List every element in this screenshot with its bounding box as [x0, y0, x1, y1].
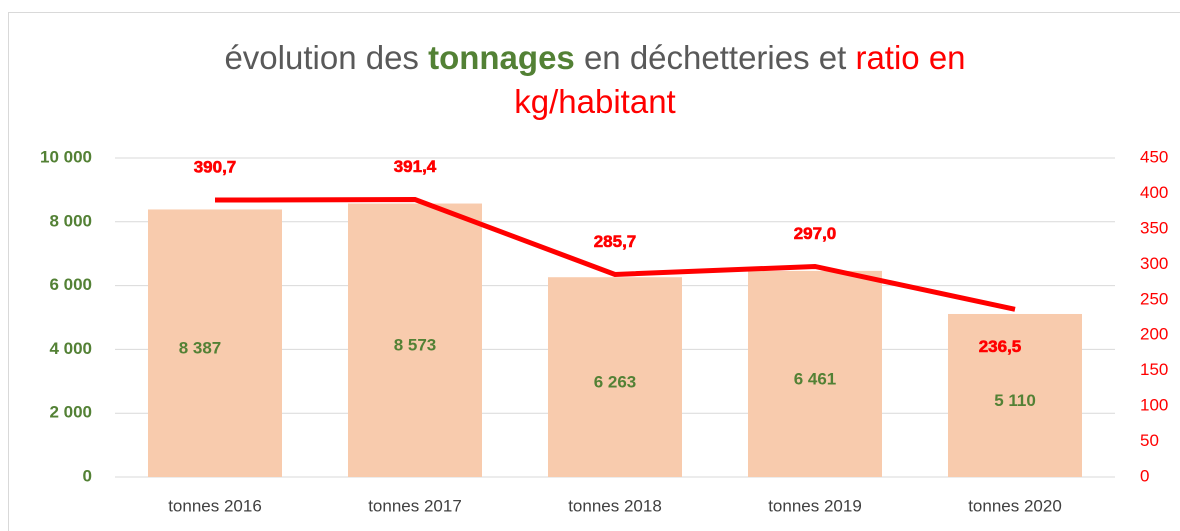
x-tick-label: tonnes 2018	[568, 496, 662, 515]
line-value-label: 236,5	[979, 337, 1022, 356]
y-tick-label: 8 000	[49, 211, 92, 230]
y2-tick-label: 200	[1140, 325, 1168, 344]
y2-tick-label: 250	[1140, 289, 1168, 308]
line-value-label: 285,7	[594, 232, 637, 251]
line-value-label: 390,7	[194, 158, 237, 177]
title-part: tonnages	[428, 39, 575, 76]
chart-title: évolution des tonnages en déchetteries e…	[0, 36, 1180, 124]
y-tick-label: 4 000	[49, 339, 92, 358]
x-tick-label: tonnes 2017	[368, 496, 462, 515]
x-tick-label: tonnes 2019	[768, 496, 862, 515]
y-tick-label: 10 000	[40, 147, 92, 166]
y2-tick-label: 150	[1140, 360, 1168, 379]
bar-value-label: 8 387	[179, 339, 222, 358]
y2-tick-label: 100	[1140, 396, 1168, 415]
title-part: ratio en	[855, 39, 966, 76]
bar-value-label: 6 263	[594, 373, 637, 392]
chart-frame	[8, 12, 1180, 531]
y-tick-label: 2 000	[49, 403, 92, 422]
line	[214, 197, 1016, 312]
bar-value-label: 8 573	[394, 336, 437, 355]
bar	[148, 209, 282, 477]
x-tick-label: tonnes 2016	[168, 496, 262, 515]
bar-value-label: 5 110	[994, 391, 1036, 410]
line-value-label: 391,4	[394, 157, 437, 176]
bar	[948, 313, 1082, 477]
y2-tick-label: 0	[1140, 466, 1149, 485]
bar	[748, 270, 882, 477]
y2-tick-label: 450	[1140, 147, 1168, 166]
bar	[548, 277, 682, 477]
y-tick-label: 6 000	[49, 275, 92, 294]
y2-tick-label: 400	[1140, 183, 1168, 202]
y2-tick-label: 300	[1140, 254, 1168, 273]
title-part: évolution des	[224, 39, 429, 76]
y2-tick-label: 350	[1140, 218, 1168, 237]
y-tick-label: 0	[83, 466, 92, 485]
bar-value-label: 6 461	[794, 369, 837, 388]
title-part: kg/habitant	[514, 83, 676, 120]
line-value-label: 297,0	[794, 224, 837, 243]
y2-tick-label: 50	[1140, 431, 1159, 450]
bar	[348, 203, 482, 477]
x-tick-label: tonnes 2020	[968, 496, 1062, 515]
title-part: en déchetteries et	[574, 39, 856, 76]
